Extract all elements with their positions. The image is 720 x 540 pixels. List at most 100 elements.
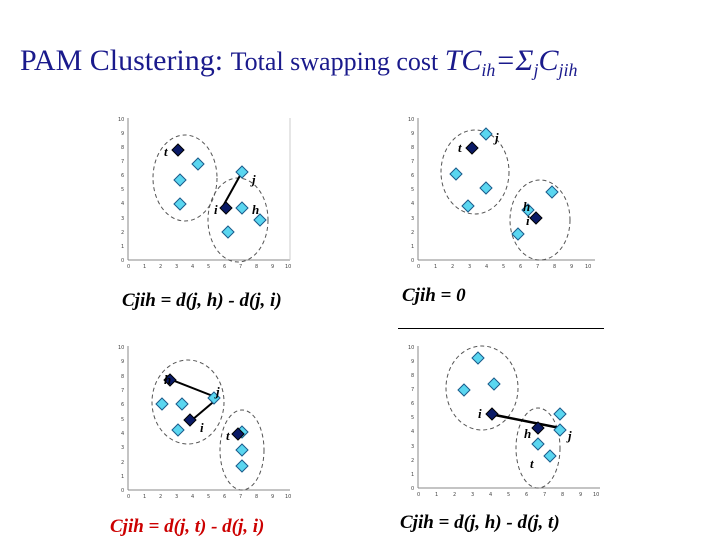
x-tick: 6 <box>223 494 226 500</box>
divider-line <box>398 328 604 329</box>
object-point <box>235 201 249 215</box>
x-tick: 4 <box>489 492 492 498</box>
label-t: t <box>530 456 534 471</box>
x-tick: 0 <box>127 264 130 270</box>
x-tick: 7 <box>543 492 546 498</box>
cluster-ellipse <box>515 407 561 489</box>
x-tick: 1 <box>143 264 146 270</box>
object-point <box>173 173 187 187</box>
y-tick: 0 <box>411 486 414 492</box>
label-h: h <box>524 426 531 441</box>
medoids <box>171 143 233 215</box>
y-tick: 3 <box>411 216 414 222</box>
object-point <box>207 391 221 405</box>
x-tick: 4 <box>191 494 194 500</box>
title-eq: = <box>495 44 516 77</box>
y-tick-labels: 0 1 2 3 4 5 6 7 8 9 10 <box>118 345 124 494</box>
medoid-t <box>231 427 245 441</box>
formula-4: Cjih = d(j, h) - d(j, t) <box>400 512 560 533</box>
x-tick: 2 <box>453 492 456 498</box>
y-tick: 9 <box>121 359 124 365</box>
y-tick: 4 <box>121 431 124 437</box>
x-tick: 5 <box>502 264 505 270</box>
y-tick: 2 <box>121 460 124 466</box>
y-tick: 9 <box>411 131 414 137</box>
x-tick: 3 <box>471 492 474 498</box>
object-point <box>155 397 169 411</box>
y-tick: 1 <box>411 472 414 478</box>
label-i: i <box>478 406 482 421</box>
medoids <box>465 141 543 225</box>
x-tick: 9 <box>570 264 573 270</box>
object-point <box>457 383 471 397</box>
title-tc: TC <box>444 44 482 77</box>
medoid-i <box>183 413 197 427</box>
y-tick: 2 <box>411 230 414 236</box>
cluster-ellipse <box>445 345 519 431</box>
object-point <box>479 181 493 195</box>
object-point <box>511 227 525 241</box>
y-tick: 7 <box>121 159 124 165</box>
x-tick: 8 <box>255 264 258 270</box>
object-point <box>235 459 249 473</box>
x-tick: 3 <box>468 264 471 270</box>
y-tick: 8 <box>121 145 124 151</box>
panel-2: 0 1 2 3 4 5 6 7 8 9 10 0 1 2 3 4 5 6 7 8… <box>400 110 605 285</box>
y-tick: 3 <box>411 444 414 450</box>
x-tick: 10 <box>285 264 291 270</box>
label-i: i <box>526 213 530 228</box>
y-tick: 6 <box>411 401 414 407</box>
x-tick: 8 <box>255 494 258 500</box>
y-tick: 2 <box>121 230 124 236</box>
label-h: h <box>164 372 171 387</box>
x-tick: 9 <box>271 264 274 270</box>
label-h: h <box>523 199 530 214</box>
title-tc-sub: ih <box>481 60 496 80</box>
medoid-i <box>485 407 499 421</box>
x-tick: 0 <box>417 492 420 498</box>
formula-2: Cjih = 0 <box>402 285 466 306</box>
medoid-h <box>163 373 177 387</box>
y-tick: 3 <box>121 445 124 451</box>
y-tick: 7 <box>121 388 124 394</box>
cluster-ellipse <box>152 134 218 222</box>
formula-3: Cjih = d(j, t) - d(j, i) <box>110 516 265 537</box>
object-point <box>191 157 205 171</box>
y-tick: 1 <box>121 244 124 250</box>
y-tick: 4 <box>121 201 124 207</box>
slide-title: PAM Clustering: Total swapping cost TCih… <box>20 44 578 81</box>
y-tick: 0 <box>121 258 124 264</box>
y-tick: 9 <box>411 359 414 365</box>
y-tick: 6 <box>411 173 414 179</box>
x-tick: 7 <box>239 264 242 270</box>
y-tick: 10 <box>118 117 124 123</box>
objects <box>457 351 567 463</box>
y-tick: 4 <box>411 429 414 435</box>
object-point <box>487 377 501 391</box>
cluster-ellipse <box>440 129 510 215</box>
title-c: C <box>538 44 559 77</box>
y-tick: 7 <box>411 159 414 165</box>
x-tick: 4 <box>191 264 194 270</box>
x-tick: 10 <box>285 494 291 500</box>
y-tick: 4 <box>411 201 414 207</box>
y-tick: 5 <box>121 417 124 423</box>
x-tick: 1 <box>434 264 437 270</box>
object-point <box>531 437 545 451</box>
y-tick: 0 <box>411 258 414 264</box>
x-tick: 9 <box>579 492 582 498</box>
y-tick: 3 <box>121 216 124 222</box>
x-tick: 10 <box>593 492 599 498</box>
x-tick: 5 <box>507 492 510 498</box>
object-point <box>461 199 475 213</box>
x-tick-labels: 0 1 2 3 4 5 6 7 8 9 10 <box>417 264 591 270</box>
object-point <box>449 167 463 181</box>
label-i: i <box>214 202 218 217</box>
y-tick-labels: 0 1 2 3 4 5 6 7 8 9 10 <box>408 345 414 492</box>
panel-4: 0 1 2 3 4 5 6 7 8 9 10 0 1 2 3 4 5 6 7 8… <box>400 338 605 508</box>
label-t: t <box>458 140 462 155</box>
label-j: j <box>250 172 256 187</box>
x-tick-labels: 0 1 2 3 4 5 6 7 8 9 10 <box>127 494 291 500</box>
y-tick: 8 <box>411 145 414 151</box>
